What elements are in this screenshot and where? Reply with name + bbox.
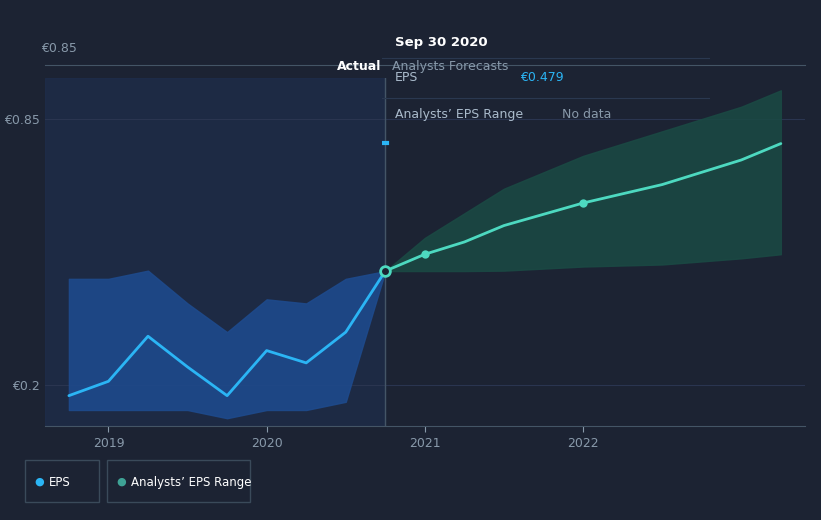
Text: Analysts’ EPS Range: Analysts’ EPS Range <box>395 108 523 121</box>
Text: Actual: Actual <box>337 60 381 73</box>
Text: ●: ● <box>117 477 126 487</box>
Text: €0.479: €0.479 <box>520 71 563 84</box>
Text: No data: No data <box>562 108 612 121</box>
Text: Analysts Forecasts: Analysts Forecasts <box>392 60 508 73</box>
Bar <box>45 78 385 426</box>
Text: €0.85: €0.85 <box>41 42 77 55</box>
Text: EPS: EPS <box>49 475 71 489</box>
Text: Analysts’ EPS Range: Analysts’ EPS Range <box>131 475 252 489</box>
Text: Sep 30 2020: Sep 30 2020 <box>395 36 488 49</box>
Text: ●: ● <box>34 477 44 487</box>
Text: EPS: EPS <box>395 71 418 84</box>
